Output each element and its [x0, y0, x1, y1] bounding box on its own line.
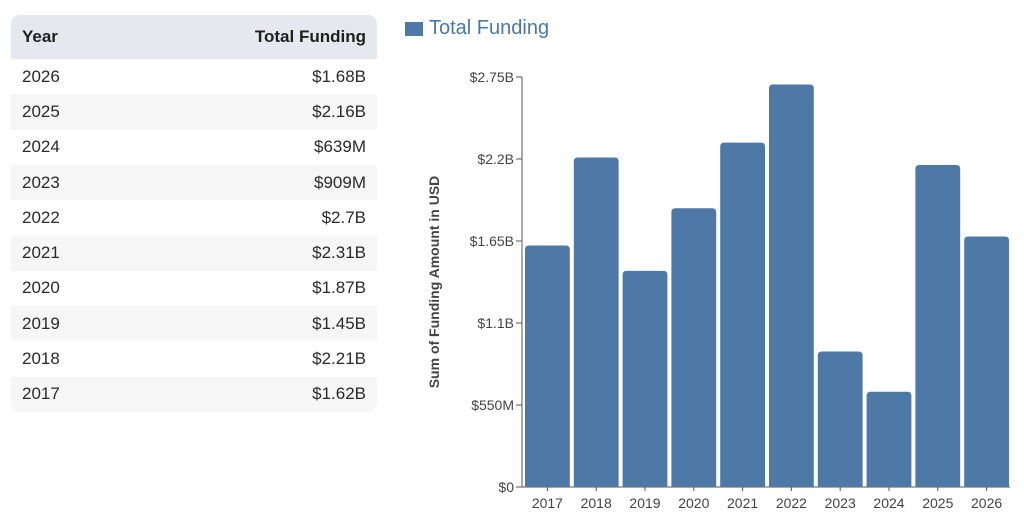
- cell-year: 2022: [22, 207, 60, 227]
- x-tick-label: 2023: [825, 495, 856, 511]
- cell-year: 2025: [22, 101, 60, 121]
- y-tick-label: $2.2B: [477, 151, 514, 167]
- x-tick-label: 2025: [922, 495, 953, 511]
- table-row: 2019 $1.45B: [11, 306, 377, 342]
- bar-2026[interactable]: [964, 236, 1009, 487]
- table-row: 2022 $2.7B: [11, 200, 377, 236]
- x-tick-label: 2026: [971, 495, 1002, 511]
- cell-total-funding: $1.68B: [312, 66, 366, 86]
- bar-2019[interactable]: [622, 270, 668, 487]
- table-row: 2026 $1.68B: [11, 59, 377, 95]
- x-tick-label: 2024: [873, 495, 904, 511]
- cell-year: 2017: [22, 384, 60, 404]
- x-tick-label: 2018: [581, 495, 612, 511]
- y-tick-label: $550M: [471, 397, 514, 413]
- cell-year: 2023: [22, 172, 60, 192]
- cell-year: 2024: [22, 137, 60, 157]
- column-header-total-funding: Total Funding: [254, 27, 366, 46]
- cell-total-funding: $639M: [314, 137, 366, 157]
- table-row: 2023 $909M: [11, 164, 377, 201]
- column-header-year: Year: [22, 27, 58, 46]
- y-tick-label: $0: [498, 479, 514, 495]
- bar-2024[interactable]: [866, 391, 912, 487]
- cell-total-funding: $2.21B: [312, 349, 366, 369]
- cell-year: 2026: [22, 66, 60, 86]
- table-row: 2017 $1.62B: [11, 376, 377, 412]
- bar-2023[interactable]: [817, 351, 863, 487]
- table-row: 2021 $2.31B: [11, 235, 377, 271]
- table-row: 2025 $2.16B: [11, 94, 377, 130]
- table-header: Year Total Funding: [11, 15, 377, 59]
- y-tick-label: $1.65B: [470, 233, 514, 249]
- bar-2020[interactable]: [671, 208, 717, 487]
- table-row: 2018 $2.21B: [11, 341, 377, 377]
- cell-year: 2020: [22, 278, 60, 298]
- legend-swatch: [405, 21, 423, 36]
- funding-table: Year Total Funding 2026 $1.68B 2025 $2.16B 2…: [11, 15, 377, 412]
- x-tick-label: 2022: [776, 495, 807, 511]
- cell-total-funding: $1.45B: [312, 313, 366, 333]
- table-row: 2020 $1.87B: [11, 270, 377, 307]
- legend-label: Total Funding: [429, 17, 550, 39]
- x-tick-label: 2021: [727, 495, 758, 511]
- cell-total-funding: $2.7B: [321, 207, 366, 227]
- cell-total-funding: $909M: [314, 172, 366, 192]
- y-axis-label: Sum of Funding Amount in USD: [426, 176, 442, 389]
- bar-2022[interactable]: [769, 84, 814, 488]
- bar-2018[interactable]: [573, 157, 619, 487]
- chart-legend: Total Funding: [405, 17, 549, 40]
- y-tick-label: $2.75B: [470, 69, 514, 85]
- cell-total-funding: $1.62B: [312, 384, 366, 404]
- cell-year: 2019: [22, 313, 60, 333]
- bar-2021[interactable]: [720, 142, 765, 487]
- cell-year: 2018: [22, 349, 60, 369]
- cell-total-funding: $1.87B: [312, 278, 366, 298]
- cell-year: 2021: [22, 243, 60, 263]
- bar-2017[interactable]: [525, 245, 570, 487]
- table-row: 2024 $639M: [11, 129, 377, 165]
- x-tick-label: 2017: [532, 495, 563, 511]
- x-tick-label: 2020: [678, 495, 709, 511]
- cell-total-funding: $2.16B: [312, 101, 366, 121]
- cell-total-funding: $2.31B: [312, 243, 366, 263]
- bar-2025[interactable]: [915, 164, 961, 488]
- table-body: 2026 $1.68B 2025 $2.16B 2024 $639M 2023 $909M 20…: [11, 59, 377, 412]
- y-tick-label: $1.1B: [477, 315, 514, 331]
- x-tick-label: 2019: [629, 495, 660, 511]
